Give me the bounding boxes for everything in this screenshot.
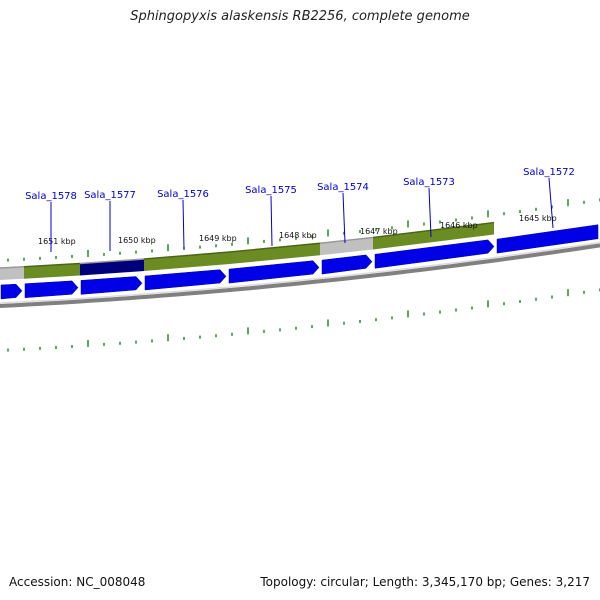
feature-edge xyxy=(319,236,374,245)
gene-arrow xyxy=(374,239,495,269)
gene-leader-line xyxy=(342,192,346,244)
gene-arrow xyxy=(496,224,599,254)
gene-leader-line xyxy=(182,199,185,250)
kbp-label: 1651 kbp xyxy=(38,237,76,246)
gene-leader-line xyxy=(428,187,432,238)
gene-arrow xyxy=(321,254,373,275)
feature-edge xyxy=(79,258,145,265)
gene-track xyxy=(0,224,599,300)
feature-block xyxy=(24,263,80,279)
genome-summary-text: Topology: circular; Length: 3,345,170 bp… xyxy=(260,575,590,589)
feature-block xyxy=(373,222,494,250)
gene-label: Sala_1574 xyxy=(317,182,369,193)
feature-block xyxy=(0,266,24,280)
feature-edge xyxy=(23,262,81,268)
accession-text: Accession: NC_008048 xyxy=(9,575,146,589)
backbone-inner xyxy=(0,241,600,304)
backbone-outer xyxy=(0,243,600,308)
gene-arrow xyxy=(24,280,79,298)
gene-arrow xyxy=(0,283,23,300)
kbp-label: 1646 kbp xyxy=(440,221,478,230)
feature-edge xyxy=(372,221,495,239)
kbp-label: 1649 kbp xyxy=(199,234,237,243)
gene-label: Sala_1573 xyxy=(403,177,455,188)
feature-edge xyxy=(227,242,321,253)
feature-block xyxy=(144,252,228,272)
gene-arrow xyxy=(80,276,143,295)
gene-label: Sala_1576 xyxy=(157,189,209,200)
gene-arrow xyxy=(228,260,320,284)
kbp-label: 1648 kbp xyxy=(279,231,317,240)
feature-edge xyxy=(143,251,229,260)
gene-label: Sala_1578 xyxy=(25,191,77,202)
map-title: Sphingopyxis alaskensis RB2256, complete… xyxy=(130,9,470,24)
kbp-label: 1645 kbp xyxy=(519,214,557,223)
backbone-layer xyxy=(0,241,600,308)
feature-block xyxy=(228,243,320,265)
kbp-label: 1647 kbp xyxy=(360,227,398,236)
kbp-label: 1650 kbp xyxy=(118,236,156,245)
gene-label: Sala_1577 xyxy=(84,190,136,201)
gene-labels: 1651 kbp 1650 kbp 1649 kbp 1648 kbp 1647 kbp… xyxy=(25,167,575,252)
gene-leader-line xyxy=(548,177,554,229)
feature-track xyxy=(0,221,495,280)
gene-leader-line xyxy=(270,195,273,247)
gene-arrow xyxy=(144,269,227,291)
feature-edge xyxy=(0,266,25,269)
gene-label: Sala_1572 xyxy=(523,167,575,178)
feature-block xyxy=(80,259,144,276)
gene-label: Sala_1575 xyxy=(245,185,297,196)
